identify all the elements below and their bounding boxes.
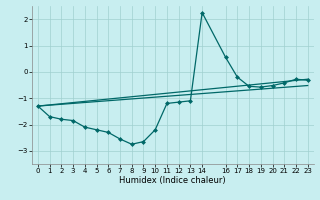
X-axis label: Humidex (Indice chaleur): Humidex (Indice chaleur) (119, 176, 226, 185)
